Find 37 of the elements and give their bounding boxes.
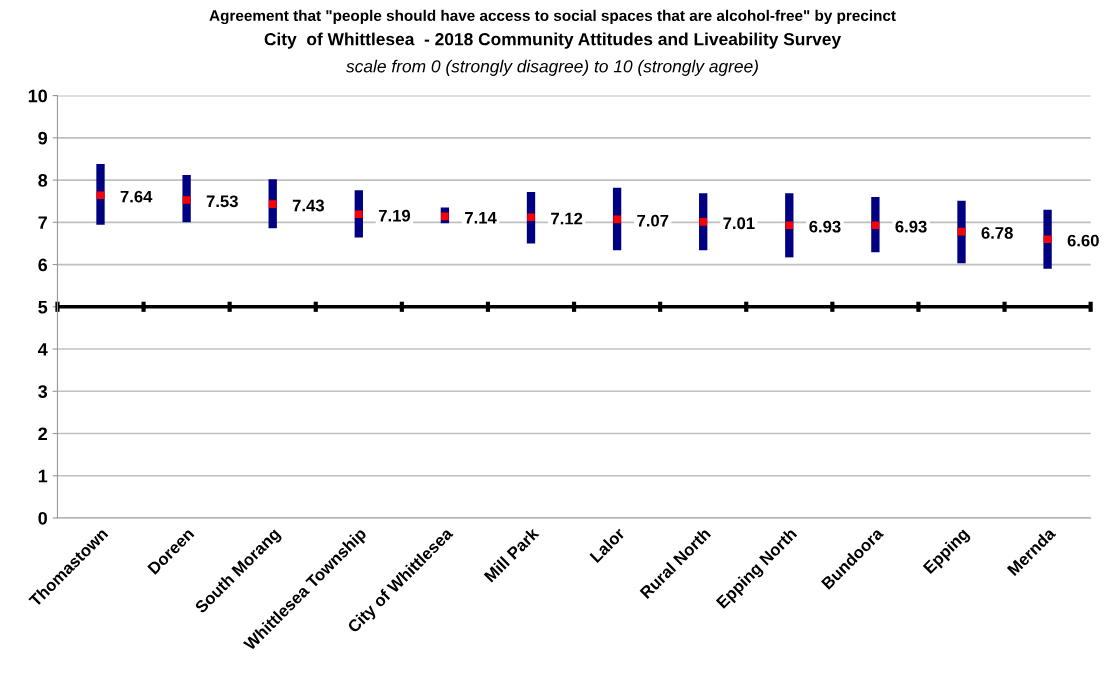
data-label: 6.78: [981, 227, 1013, 239]
data-label: 7.14: [465, 212, 497, 224]
text: scale from 0 (strongly disagree) to 10 (strongly agree): [346, 59, 758, 76]
data-label: 7.64: [120, 190, 153, 203]
data-label: 6.93: [895, 220, 927, 233]
point: [268, 200, 277, 208]
data-label: 7.19: [378, 209, 411, 222]
y-tick-label: 0: [38, 511, 47, 525]
data-label: 6.93: [809, 220, 841, 233]
y-tick-label: 8: [38, 174, 48, 187]
y-tick-label: 2: [38, 427, 48, 441]
y-tick-label: 4: [37, 343, 48, 356]
point: [613, 215, 621, 224]
data-label: 7.43: [292, 199, 324, 212]
point: [441, 212, 449, 221]
point: [1043, 235, 1052, 244]
point: [871, 221, 880, 230]
y-tick-label: 5: [38, 300, 48, 314]
y-tick-label: 10: [28, 89, 47, 103]
chart-title: Agreement that "people should have access to social spaces that are alcohol-free" by precinct: [209, 9, 896, 25]
data-label: 7.12: [551, 212, 583, 225]
point: [527, 213, 535, 222]
point: [96, 191, 105, 200]
y-tick-label: 1: [38, 469, 48, 483]
data-label: 6.60: [1067, 234, 1099, 247]
point: [182, 196, 191, 204]
point: [355, 210, 363, 219]
data-label: 7.07: [637, 214, 669, 227]
y-tick-label: 3: [38, 385, 48, 399]
point: [785, 221, 794, 230]
data-label: 7.01: [723, 217, 755, 230]
y-tick-label: 9: [38, 131, 48, 145]
chart-subtitle: City of Whittlesea - 2018 Community Attitudes and Liveability Survey: [264, 32, 842, 49]
point: [699, 218, 707, 226]
data-label: 7.53: [206, 195, 238, 208]
y-tick-label: 6: [38, 258, 48, 272]
y-tick-label: 7: [38, 216, 47, 229]
